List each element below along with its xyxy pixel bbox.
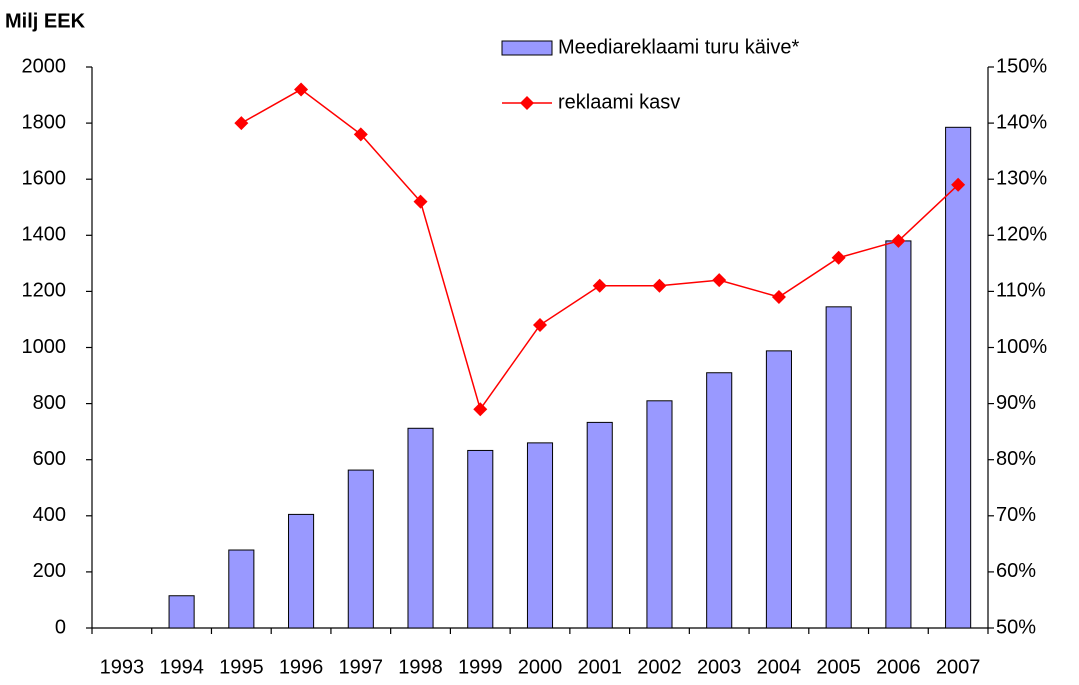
y-tick-label: 1200 [22,280,67,302]
x-tick-label: 1998 [398,656,443,678]
y-tick-label: 1000 [22,336,67,358]
line-marker [891,233,906,248]
line-marker [951,177,966,192]
y2-tick-label: 110% [996,280,1046,302]
x-tick-label: 2001 [577,656,622,678]
line-marker [771,290,786,305]
y2-tick-label: 70% [996,504,1036,526]
line-marker [413,194,428,209]
x-tick-label: 2004 [757,656,802,678]
y2-tick-label: 120% [996,224,1047,246]
y2-tick-label: 100% [996,336,1047,358]
y-tick-label: 800 [33,392,66,414]
x-tick-label: 1997 [339,656,384,678]
line-marker [712,273,727,288]
bar [526,442,554,629]
line-marker [592,278,607,293]
y2-tick-label: 150% [996,55,1047,77]
y-tick-label: 1800 [22,111,67,133]
bar [586,421,613,629]
y-tick-label: 600 [33,448,66,470]
y2-tick-label: 60% [996,560,1036,582]
y2-tick-label: 80% [996,448,1036,470]
x-tick-label: 1995 [219,656,264,678]
x-tick-label: 2006 [876,656,921,678]
bar [885,240,912,629]
x-tick-label: 2007 [936,656,981,678]
y-tick-label: 1600 [22,167,67,189]
y-tick-label: 0 [55,616,66,638]
bar [706,372,733,629]
line-marker [353,127,368,142]
bar [825,306,852,629]
x-tick-label: 2000 [518,656,563,678]
bar [168,595,195,629]
line-marker [473,402,488,417]
bar [765,350,792,629]
line-marker [831,250,846,265]
y2-tick-label: 90% [996,392,1036,414]
bar [646,400,673,629]
legend-label: reklaami kasv [558,91,680,113]
x-tick-label: 1993 [100,656,145,678]
line-marker [533,318,547,333]
line-marker [234,116,249,131]
bar [228,549,255,629]
legend-marker [520,96,534,110]
x-tick-label: 2003 [697,656,742,678]
x-tick-label: 2002 [637,656,682,678]
y-tick-label: 200 [33,560,66,582]
bar [945,126,972,629]
legend-label: Meediareklaami turu käive* [558,36,799,58]
legend-swatch [501,40,553,56]
bar [407,427,434,629]
y2-tick-label: 50% [996,616,1036,638]
bar [347,469,374,629]
y-tick-label: 400 [33,504,66,526]
bar [467,449,494,629]
x-tick-label: 1996 [279,656,324,678]
x-tick-label: 2005 [816,656,861,678]
y2-tick-label: 130% [996,167,1047,189]
y-tick-label: 2000 [22,55,67,77]
y2-tick-label: 140% [996,111,1047,133]
line-marker [652,278,667,293]
x-tick-label: 1999 [458,656,503,678]
line-marker [294,82,309,97]
x-tick-label: 1994 [159,656,204,678]
bar [288,513,315,629]
y-tick-label: 1400 [22,224,67,246]
chart-title: Milj EEK [5,10,86,32]
